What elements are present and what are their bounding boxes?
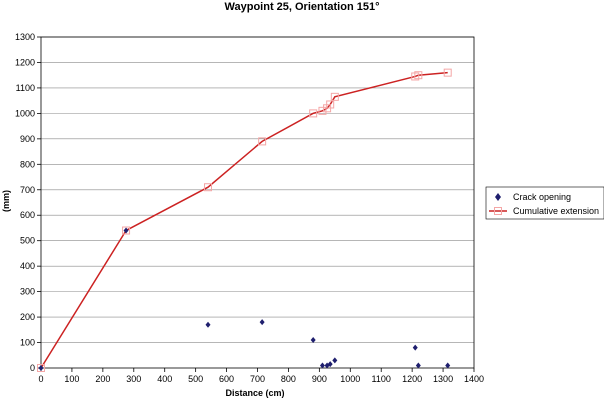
y-tick-label: 700: [20, 185, 35, 195]
x-tick-label: 1200: [402, 374, 422, 384]
y-tick-label: 1100: [16, 83, 35, 93]
x-tick-label: 200: [95, 374, 110, 384]
x-tick-label: 400: [157, 374, 172, 384]
legend-marker-cumulative-extension: [489, 207, 507, 215]
point-crack-opening: [412, 344, 418, 351]
x-axis: 0 100 200 300 400 500 600 700 800 900 1000 1100 1200…: [38, 368, 484, 384]
point-cumulative-extension: [326, 100, 335, 109]
x-tick-label: 1300: [433, 374, 453, 384]
point-crack-opening: [332, 357, 338, 364]
y-tick-label: 600: [20, 210, 35, 220]
y-tick-label: 1000: [15, 108, 35, 118]
plot-area: [40, 36, 475, 369]
x-tick-label: 800: [281, 374, 296, 384]
point-crack-opening: [310, 336, 316, 343]
y-tick-label: 200: [20, 312, 35, 322]
point-crack-opening: [445, 362, 451, 369]
y-axis: 0 100 200 300 400 500 600 700 800 900 1000 1100 1200…: [15, 32, 41, 373]
x-tick-label: 500: [188, 374, 203, 384]
point-cumulative-extension: [258, 137, 267, 146]
point-crack-opening: [259, 319, 265, 326]
point-crack-opening: [123, 227, 129, 234]
y-tick-label: 300: [20, 287, 35, 297]
point-cumulative-extension: [122, 226, 131, 235]
y-axis-label: (mm): [1, 190, 11, 212]
x-tick-label: 700: [250, 374, 265, 384]
legend-box: [485, 186, 604, 220]
chart-title: Waypoint 25, Orientation 151°: [225, 1, 380, 13]
y-tick-label: 1300: [15, 32, 35, 42]
point-cumulative-extension: [414, 71, 423, 80]
point-crack-opening: [205, 321, 211, 328]
point-crack-opening: [327, 361, 333, 368]
x-tick-label: 300: [126, 374, 141, 384]
x-tick-label: 100: [64, 374, 79, 384]
x-tick-label: 600: [219, 374, 234, 384]
y-tick-label: 1200: [15, 57, 35, 67]
point-cumulative-extension: [204, 183, 213, 192]
legend-label-crack-opening: Crack opening: [513, 192, 571, 202]
y-tick-label: 500: [20, 236, 35, 246]
x-tick-label: 1400: [464, 374, 484, 384]
legend-label-cumulative-extension: Cumulative extension: [513, 206, 599, 216]
x-tick-label: 1100: [372, 374, 391, 384]
legend: Crack opening Cumulative extension: [485, 186, 604, 220]
point-cumulative-extension: [443, 68, 452, 77]
x-tick-label: 1000: [340, 374, 360, 384]
point-cumulative-extension: [309, 109, 318, 118]
x-axis-label: Distance (cm): [225, 388, 284, 398]
x-tick-label: 900: [312, 374, 327, 384]
x-tick-label: 0: [38, 374, 43, 384]
y-tick-label: 900: [20, 134, 35, 144]
legend-marker-crack-opening: [495, 193, 501, 201]
y-tick-label: 800: [20, 159, 35, 169]
point-cumulative-extension: [330, 92, 339, 101]
point-crack-opening: [415, 362, 421, 369]
point-cumulative-extension: [318, 106, 327, 115]
point-cumulative-extension: [37, 364, 45, 372]
y-tick-label: 0: [30, 363, 35, 373]
y-tick-label: 100: [20, 338, 35, 348]
series-line-cumulative-extension: [40, 71, 448, 369]
grid: [41, 36, 474, 343]
series-layer: [37, 68, 452, 372]
y-tick-label: 400: [20, 261, 35, 271]
point-crack-opening: [38, 365, 44, 371]
point-crack-opening: [319, 362, 325, 369]
